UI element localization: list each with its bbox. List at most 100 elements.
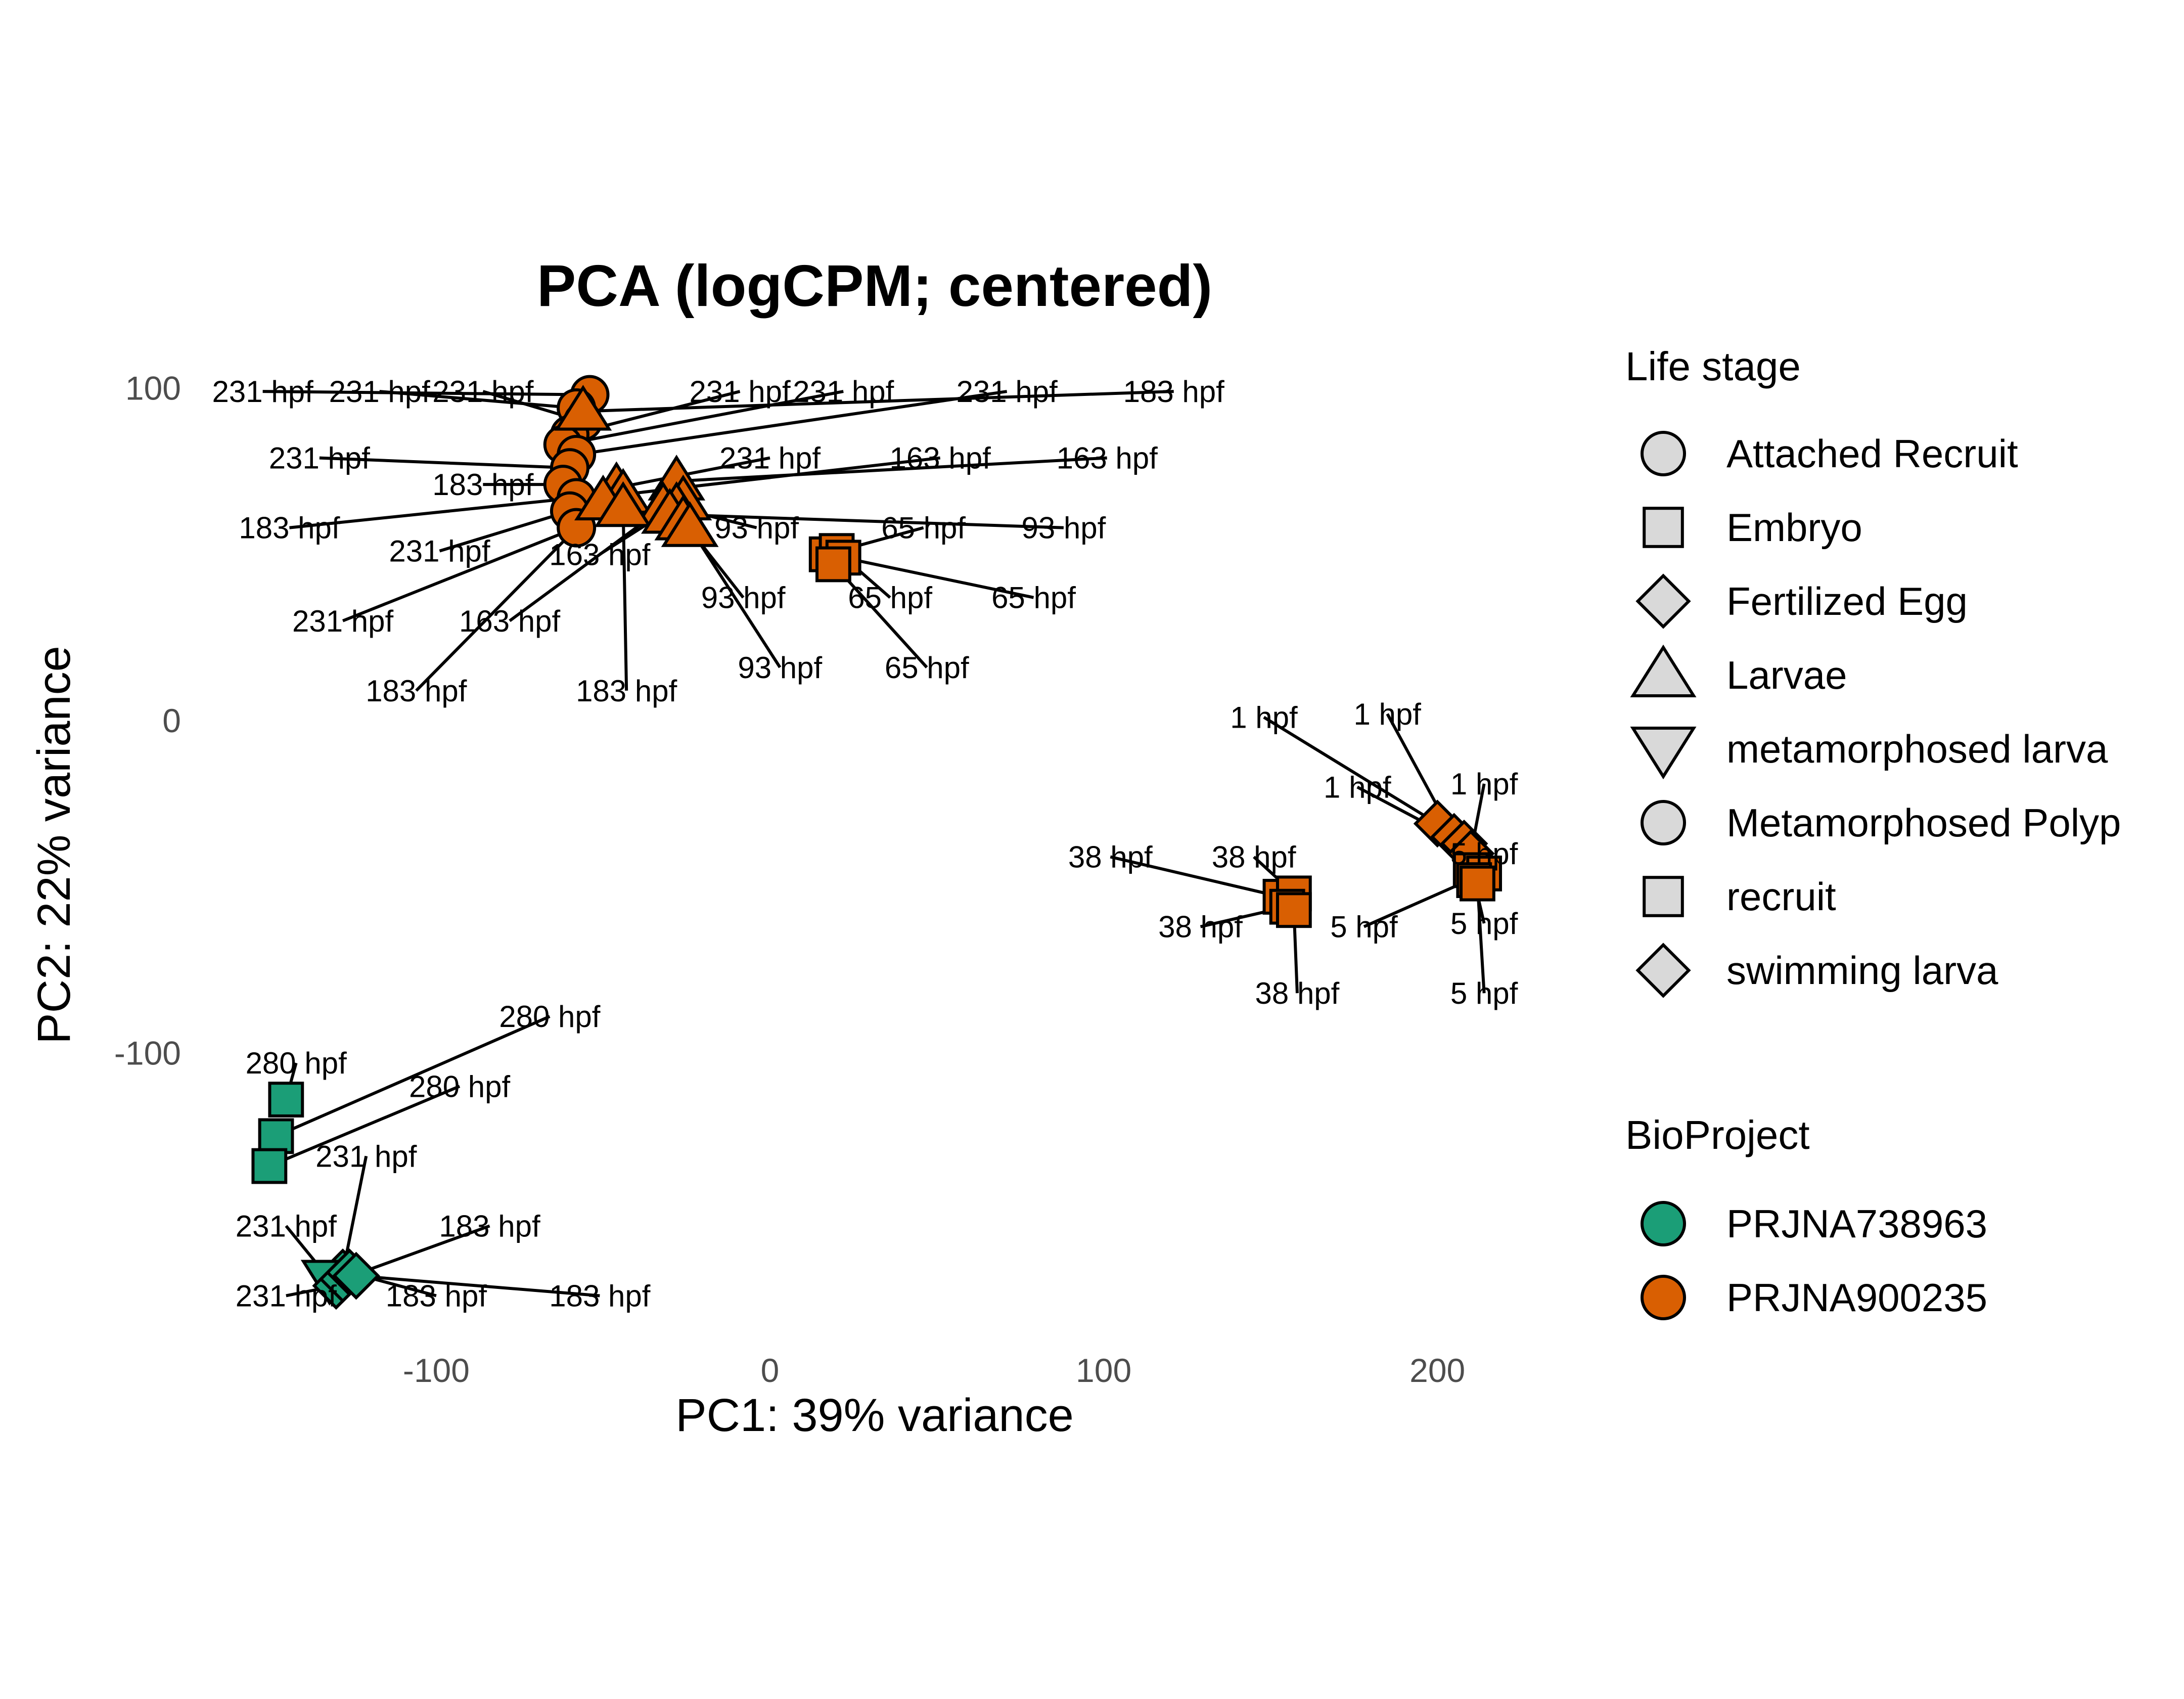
point-label: 231 hpf (689, 375, 791, 409)
point-label: 65 hpf (848, 581, 932, 615)
point-label: 38 hpf (1255, 976, 1340, 1010)
point-label: 183 hpf (439, 1209, 540, 1243)
shape-legend: Attached Recruit Embryo Fertilized Egg Larv… (1630, 431, 2121, 998)
point-label: 231 hpf (236, 1209, 337, 1243)
legend-key-color (1641, 1201, 1686, 1246)
point-label: 231 hpf (329, 375, 431, 409)
y-axis-ticks: -100 0 100 (114, 370, 181, 1072)
label-leader-line (289, 496, 577, 529)
point-label: 183 hpf (386, 1279, 487, 1313)
point-label: 163 hpf (890, 441, 991, 475)
point-label: 231 hpf (236, 1279, 337, 1313)
label-leader-lines (262, 390, 1486, 1298)
point-label: 231 hpf (719, 441, 821, 475)
label-leader-line (439, 509, 570, 553)
point-label: 1 hpf (1324, 771, 1391, 804)
point-label: 231 hpf (793, 375, 894, 409)
point-label: 280 hpf (246, 1046, 347, 1080)
label-leader-line (262, 390, 590, 396)
label-leader-line (676, 456, 1107, 483)
data-point (1276, 892, 1312, 928)
label-leader-line (563, 390, 844, 446)
point-label: 93 hpf (1021, 511, 1106, 545)
point-label: 93 hpf (714, 511, 799, 545)
legend-label: Larvae (1726, 653, 1847, 697)
point-label: 93 hpf (738, 651, 822, 685)
legend-label: swimming larva (1726, 948, 1998, 993)
point-label: 65 hpf (991, 581, 1076, 615)
data-point (251, 1148, 288, 1184)
point-label: 38 hpf (1068, 840, 1153, 874)
y-tick-label: 100 (125, 370, 181, 407)
label-leader-line (621, 508, 628, 691)
legend-label: metamorphosed larva (1726, 727, 2108, 771)
label-leader-line (843, 556, 1034, 599)
label-leader-line (1110, 855, 1281, 899)
legend-key-triangle-down (1630, 727, 1697, 780)
color-legend-title: BioProject (1625, 1112, 1810, 1157)
label-leader-line (342, 526, 577, 622)
point-label: 5 hpf (1450, 976, 1518, 1010)
point-label: 231 hpf (389, 534, 490, 568)
point-label: 231 hpf (212, 375, 314, 409)
point-label: 65 hpf (885, 651, 969, 685)
label-leader-line (583, 390, 1174, 413)
legend-label: Embryo (1726, 505, 1862, 550)
point-label: 231 hpf (957, 375, 1058, 409)
label-leader-line (1263, 716, 1438, 825)
point-label: 1 hpf (1353, 697, 1421, 731)
legend-key-circle (1641, 800, 1686, 845)
data-point (332, 1251, 380, 1300)
data-point (258, 1118, 294, 1154)
label-leader-line (1476, 883, 1486, 994)
point-label: 163 hpf (459, 604, 561, 638)
data-point (268, 1082, 304, 1117)
point-labels: 231 hpf 231 hpf 231 hpf 231 hpf 231 hpf 231 h… (212, 375, 1518, 1313)
point-label: 65 hpf (881, 511, 966, 545)
shape-legend-title: Life stage (1625, 344, 1801, 389)
legend-label: PRJNA738963 (1726, 1201, 1987, 1246)
label-leader-line (576, 390, 1008, 456)
point-label: 183 hpf (1123, 375, 1225, 409)
label-leader-line (268, 1085, 461, 1168)
point-label: 231 hpf (269, 441, 371, 475)
x-tick-label: 200 (1409, 1352, 1465, 1389)
legend-label: Metamorphosed Polyp (1726, 800, 2121, 845)
point-label: 280 hpf (499, 1000, 601, 1034)
legend-key-color (1641, 1275, 1686, 1320)
point-label: 163 hpf (1057, 441, 1158, 475)
chart-title: PCA (logCPM; centered) (537, 253, 1212, 319)
point-label: 5 hpf (1330, 910, 1398, 944)
label-leader-line (379, 390, 577, 410)
data-point (594, 481, 652, 527)
legend-key-triangle-up (1630, 644, 1697, 697)
point-label: 5 hpf (1450, 837, 1518, 871)
legend-key-circle (1641, 431, 1686, 476)
point-label: 280 hpf (409, 1069, 511, 1103)
point-label: 231 hpf (292, 604, 394, 638)
label-leader-line (689, 527, 782, 668)
legend-key-square (1643, 507, 1684, 548)
point-label: 38 hpf (1212, 840, 1296, 874)
legend-key-square (1643, 876, 1684, 917)
label-leader-line (319, 456, 570, 470)
x-axis-title: PC1: 39% variance (675, 1390, 1074, 1441)
point-label: 183 hpf (549, 1279, 651, 1313)
data-point (554, 385, 612, 431)
y-axis-title: PC2: 22% variance (28, 646, 80, 1044)
point-label: 183 hpf (576, 674, 677, 708)
x-tick-label: -100 (403, 1352, 470, 1389)
label-leader-line (669, 513, 1064, 529)
legend-label: recruit (1726, 874, 1836, 919)
label-leader-line (616, 456, 770, 489)
x-tick-label: 100 (1076, 1352, 1131, 1389)
data-point (661, 501, 719, 547)
point-label: 93 hpf (701, 581, 786, 615)
x-axis-ticks: -100 0 100 200 (403, 1352, 1465, 1389)
color-legend: PRJNA738963 PRJNA900235 (1641, 1201, 1987, 1320)
legend-key-diamond (1635, 943, 1691, 998)
label-leader-line (275, 1015, 551, 1138)
y-tick-label: 0 (162, 702, 181, 739)
legend-label: Attached Recruit (1726, 431, 2018, 476)
